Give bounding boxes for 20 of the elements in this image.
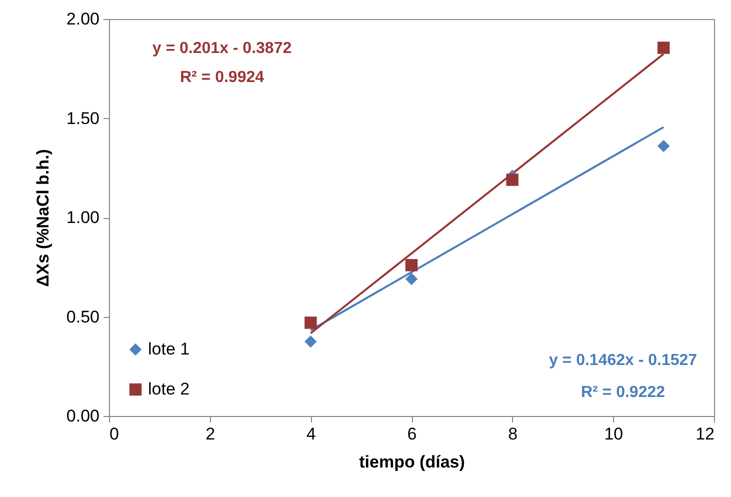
annotation: y = 0.201x - 0.3872 (152, 40, 292, 57)
y-axis-title: ΔXs (%NaCl b.h.) (33, 149, 52, 287)
y-tick-label: 1.50 (66, 108, 100, 128)
y-tick-label: 0.00 (66, 406, 100, 426)
x-tick-label: 4 (306, 424, 316, 444)
x-tick-label: 10 (604, 424, 624, 444)
x-tick-label: 12 (696, 424, 714, 444)
y-tick-label: 2.00 (66, 10, 100, 28)
annotation: y = 0.1462x - 0.1527 (548, 352, 698, 369)
annotation: R² = 0.9924 (180, 69, 264, 86)
x-axis-title: tiempo (días) (359, 452, 465, 472)
y-tick-label: 0.50 (66, 307, 100, 326)
x-tick-label: 8 (508, 424, 518, 444)
y-tick-label: 1.00 (66, 208, 100, 227)
x-tick-label: 2 (206, 424, 216, 444)
annotation: R² = 0.9222 (580, 384, 666, 401)
x-tick-label: 0 (110, 424, 119, 444)
x-tick-label: 6 (407, 424, 417, 444)
legend-label: lote 2 (148, 380, 190, 398)
legend-label: lote 1 (148, 340, 190, 358)
